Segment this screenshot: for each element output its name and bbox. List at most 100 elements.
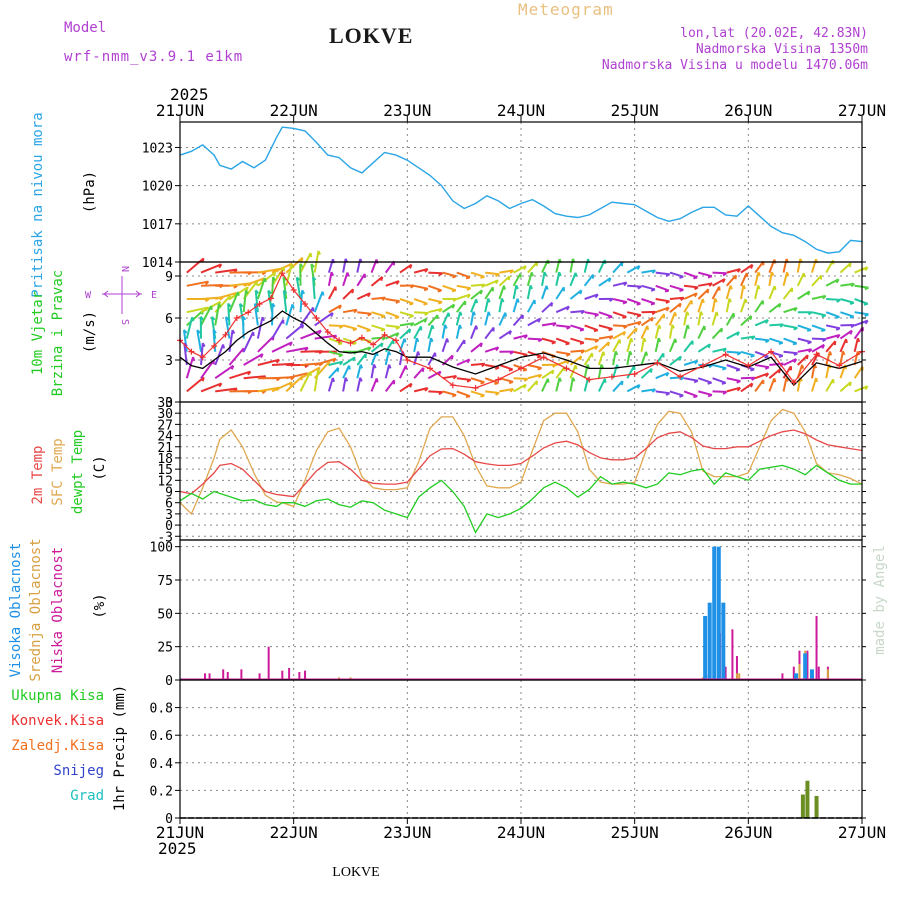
wind-arrow-head (409, 314, 414, 319)
wind-arrow-head (451, 394, 457, 398)
wind-arrow-head (283, 289, 288, 295)
wind-gust-marker (563, 365, 570, 372)
wind-arrow-head (679, 288, 684, 293)
wind-arrow (655, 271, 670, 276)
precip-legend-label: Ukupna Kisa (11, 688, 104, 704)
wind-arrow (385, 298, 400, 303)
wind-arrow-head (679, 394, 684, 398)
wind-arrow (768, 377, 776, 392)
wind-arrow (342, 337, 357, 345)
wind-arrow-head (410, 284, 415, 289)
wind-gust-marker (199, 354, 206, 361)
wind-arrow (470, 377, 485, 384)
model-label: Model (64, 20, 107, 36)
cloud-bar (803, 653, 808, 680)
wind-arrow-head (199, 316, 204, 321)
wind-gust-marker (392, 337, 399, 344)
wind-arrow-head (423, 302, 428, 306)
wind-arrow (541, 369, 555, 380)
y-tick-label: 100 (150, 541, 173, 556)
wind-arrow-head (608, 277, 612, 283)
precip-bar (814, 795, 819, 818)
wind-arrow (840, 311, 855, 318)
wind-arrow (555, 258, 561, 273)
wind-gust-marker (267, 295, 274, 302)
y-tick-label: 21 (157, 441, 173, 456)
wind-arrow (797, 337, 812, 344)
wind-arrow-head (381, 336, 387, 341)
y-tick-label: 0.4 (150, 757, 174, 772)
wind-arrow (455, 324, 461, 339)
wind-arrow (556, 350, 571, 356)
wind-arrow (725, 274, 737, 287)
wind-arrow (555, 377, 561, 392)
wind-arrow-head (551, 341, 556, 345)
cloud-bar (716, 546, 721, 680)
wind-arrow-head (487, 311, 491, 316)
wind-arrow-head (348, 365, 351, 370)
wind-arrow (669, 355, 682, 366)
wind-arrow (356, 364, 362, 379)
cloud-bar (735, 656, 738, 680)
wind-arrow (569, 355, 582, 366)
wind-gust-marker (677, 373, 684, 380)
wind-arrow-head (452, 298, 458, 302)
wind-arrow-head (793, 352, 798, 357)
wind-arrow (370, 351, 378, 366)
wind-arrow-head (764, 355, 769, 359)
cloud-bar (826, 669, 829, 680)
wind-arrow-head (651, 388, 657, 393)
wind-gust-marker (233, 315, 240, 321)
wind-arrow (371, 336, 386, 340)
y-tick-label: 50 (157, 607, 173, 622)
wind-arrow (384, 351, 390, 366)
wind-gust-marker (404, 357, 411, 363)
wind-arrow-head (317, 250, 321, 255)
wind-arrow-head (620, 380, 624, 386)
wind-arrow-head (351, 289, 355, 294)
wind-arrow-head (191, 316, 195, 322)
wind-arrow (782, 258, 788, 273)
cloud-mid-label: Srednja Oblacnost (28, 538, 44, 681)
wind-arrow (257, 271, 276, 287)
wind-arrow (371, 324, 386, 331)
wind-arrow-head (620, 262, 624, 267)
wind-arrow (612, 351, 617, 366)
wind-arrow (200, 263, 222, 274)
cloud-bar (258, 673, 261, 680)
wind-arrow-head (706, 289, 710, 294)
wind-arrow-head (722, 272, 728, 277)
wind-arrow-head (481, 283, 486, 288)
wind-arrow (356, 273, 366, 287)
x-tick-label-top: 23JUN (383, 101, 431, 120)
cloud-bar (707, 602, 712, 680)
wind-arrow-head (558, 271, 562, 277)
wind-arrow-head (821, 344, 826, 349)
x-tick-label-top: 22JUN (270, 101, 318, 120)
wind-arrow (854, 266, 868, 274)
wind-arrow-head (665, 273, 671, 277)
wind-arrow-head (437, 289, 442, 293)
wind-arrow (442, 284, 457, 292)
wind-arrow-head (475, 298, 479, 304)
wind-arrow (271, 262, 293, 274)
wind-arrow-head (452, 275, 457, 279)
wind-arrow (626, 351, 631, 366)
wind-arrow (499, 269, 514, 274)
wind-arrow (768, 302, 782, 313)
wind-arrow-head (637, 321, 642, 326)
wind-arrow-head (693, 292, 698, 298)
wind-arrow (214, 303, 220, 326)
wind-arrow (612, 339, 621, 353)
wind-arrow-head (218, 263, 223, 269)
wind-arrow-head (204, 280, 210, 286)
wind-arrow-head (680, 376, 685, 381)
wind-arrow-head (594, 313, 599, 318)
wind-arrow-head (622, 301, 628, 305)
wind-arrow-head (430, 337, 434, 343)
wind-arrow (796, 272, 805, 287)
wind-arrow-head (835, 327, 841, 331)
wind-arrow-head (841, 350, 846, 356)
wind-arrow-head (808, 348, 813, 353)
wind-arrow (683, 311, 689, 326)
